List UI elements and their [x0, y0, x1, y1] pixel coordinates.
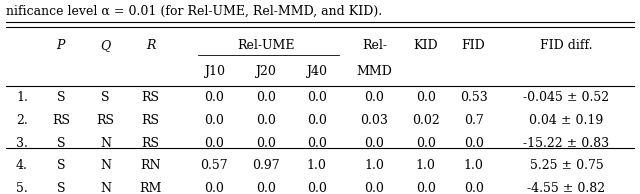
Text: 0.0: 0.0 — [255, 182, 276, 194]
Text: 1.0: 1.0 — [415, 159, 436, 172]
Text: J10: J10 — [204, 65, 225, 78]
Text: 0.0: 0.0 — [307, 137, 327, 150]
Text: 0.0: 0.0 — [415, 137, 436, 150]
Text: RS: RS — [141, 137, 159, 150]
Text: 0.0: 0.0 — [307, 114, 327, 127]
Text: 0.53: 0.53 — [460, 91, 488, 104]
Text: RS: RS — [52, 114, 70, 127]
Text: S: S — [101, 91, 110, 104]
Text: R: R — [146, 39, 155, 52]
Text: 0.0: 0.0 — [255, 91, 276, 104]
Text: 0.02: 0.02 — [412, 114, 440, 127]
Text: N: N — [100, 159, 111, 172]
Text: 0.0: 0.0 — [307, 182, 327, 194]
Text: 0.0: 0.0 — [307, 91, 327, 104]
Text: 0.0: 0.0 — [364, 91, 385, 104]
Text: nificance level α = 0.01 (for Rel-UME, Rel-MMD, and KID).: nificance level α = 0.01 (for Rel-UME, R… — [6, 5, 383, 18]
Text: FID: FID — [461, 39, 486, 52]
Text: Rel-UME: Rel-UME — [237, 39, 294, 52]
Text: 0.0: 0.0 — [204, 91, 225, 104]
Text: 0.0: 0.0 — [204, 114, 225, 127]
Text: 0.0: 0.0 — [415, 182, 436, 194]
Text: J40: J40 — [307, 65, 327, 78]
Text: 1.0: 1.0 — [463, 159, 484, 172]
Text: 0.57: 0.57 — [200, 159, 228, 172]
Text: 0.0: 0.0 — [415, 91, 436, 104]
Text: 1.0: 1.0 — [364, 159, 385, 172]
Text: FID diff.: FID diff. — [540, 39, 593, 52]
Text: 5.: 5. — [16, 182, 28, 194]
Text: -15.22 ± 0.83: -15.22 ± 0.83 — [524, 137, 609, 150]
Text: 0.0: 0.0 — [255, 137, 276, 150]
Text: 3.: 3. — [16, 137, 28, 150]
Text: 0.04 ± 0.19: 0.04 ± 0.19 — [529, 114, 604, 127]
Text: 0.0: 0.0 — [204, 137, 225, 150]
Text: N: N — [100, 182, 111, 194]
Text: MMD: MMD — [356, 65, 392, 78]
Text: N: N — [100, 137, 111, 150]
Text: -0.045 ± 0.52: -0.045 ± 0.52 — [524, 91, 609, 104]
Text: J20: J20 — [255, 65, 276, 78]
Text: 0.0: 0.0 — [204, 182, 225, 194]
Text: S: S — [56, 182, 65, 194]
Text: 0.0: 0.0 — [463, 137, 484, 150]
Text: RS: RS — [141, 114, 159, 127]
Text: 0.0: 0.0 — [255, 114, 276, 127]
Text: 0.0: 0.0 — [463, 182, 484, 194]
Text: RS: RS — [97, 114, 115, 127]
Text: 0.0: 0.0 — [364, 137, 385, 150]
Text: Q: Q — [100, 39, 111, 52]
Text: 2.: 2. — [16, 114, 28, 127]
Text: 4.: 4. — [16, 159, 28, 172]
Text: -4.55 ± 0.82: -4.55 ± 0.82 — [527, 182, 605, 194]
Text: 0.97: 0.97 — [252, 159, 280, 172]
Text: P: P — [56, 39, 65, 52]
Text: KID: KID — [413, 39, 438, 52]
Text: S: S — [56, 91, 65, 104]
Text: 1.: 1. — [16, 91, 28, 104]
Text: S: S — [56, 137, 65, 150]
Text: RS: RS — [141, 91, 159, 104]
Text: 0.0: 0.0 — [364, 182, 385, 194]
Text: S: S — [56, 159, 65, 172]
Text: 1.0: 1.0 — [307, 159, 327, 172]
Text: RN: RN — [140, 159, 161, 172]
Text: 0.7: 0.7 — [464, 114, 483, 127]
Text: RM: RM — [140, 182, 161, 194]
Text: Rel-: Rel- — [362, 39, 387, 52]
Text: 5.25 ± 0.75: 5.25 ± 0.75 — [529, 159, 604, 172]
Text: 0.03: 0.03 — [360, 114, 388, 127]
